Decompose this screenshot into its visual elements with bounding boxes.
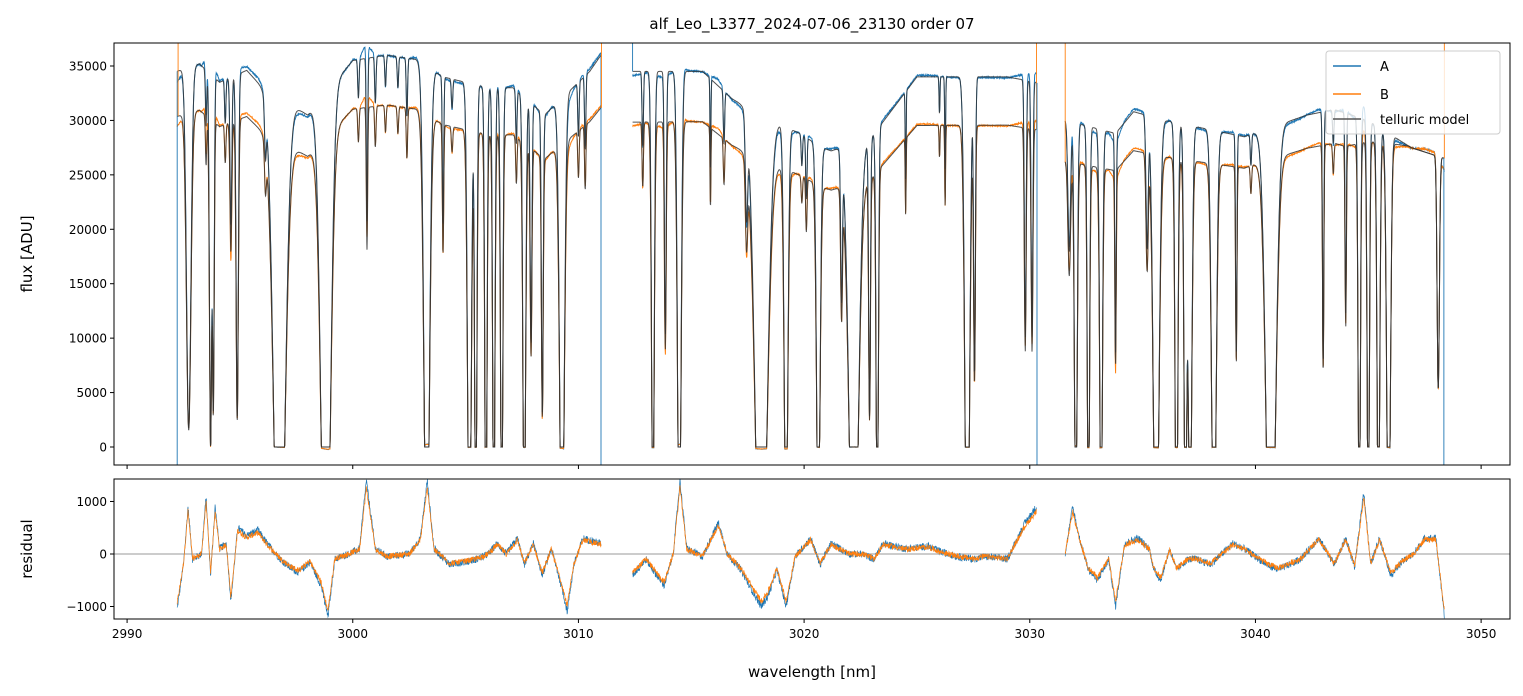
flux-y-tick-label: 0 bbox=[99, 441, 107, 455]
x-tick-label: 2990 bbox=[112, 627, 143, 641]
residual-b-line bbox=[176, 485, 1445, 611]
flux-axes-frame bbox=[113, 42, 1511, 466]
flux-y-tick-label: 35000 bbox=[69, 59, 107, 73]
residual-a-line bbox=[176, 479, 1445, 619]
residual-y-tick-label: 1000 bbox=[76, 495, 107, 509]
x-tick-label: 3030 bbox=[1014, 627, 1045, 641]
legend-label-b: B bbox=[1380, 88, 1389, 103]
flux-y-tick-label: 30000 bbox=[69, 114, 107, 128]
residual-axes: 2990 3000 3010 3020 3030 3040 3050 −1000 0 1000 bbox=[66, 495, 1496, 641]
flux-y-tick-label: 20000 bbox=[69, 223, 107, 237]
flux-y-tick-label: 5000 bbox=[76, 386, 107, 400]
x-tick-label: 3040 bbox=[1240, 627, 1271, 641]
flux-y-tick-label: 15000 bbox=[69, 277, 107, 291]
legend-label-model: telluric model bbox=[1380, 113, 1469, 128]
residual-y-tick-label: 0 bbox=[99, 547, 107, 561]
flux-y-label: flux [ADU] bbox=[18, 215, 36, 292]
x-axis-label: wavelength [nm] bbox=[748, 663, 876, 681]
legend: A B telluric model bbox=[1325, 50, 1501, 135]
flux-y-tick-label: 25000 bbox=[69, 168, 107, 182]
flux-panel-data bbox=[176, 43, 1445, 465]
x-tick-label: 3050 bbox=[1466, 627, 1497, 641]
telluric-model-b-line bbox=[177, 104, 1445, 448]
residual-y-label: residual bbox=[18, 519, 36, 578]
residual-y-tick-label: −1000 bbox=[66, 600, 107, 614]
residual-panel-data bbox=[114, 479, 1510, 619]
legend-frame bbox=[1325, 50, 1501, 135]
flux-y-tick-label: 10000 bbox=[69, 332, 107, 346]
x-tick-label: 3010 bbox=[563, 627, 594, 641]
flux-axes: 0 5000 10000 15000 20000 25000 30000 35000 bbox=[69, 59, 1482, 469]
legend-label-a: A bbox=[1380, 60, 1389, 75]
telluric-model-a-line bbox=[177, 54, 1445, 448]
x-tick-label: 3000 bbox=[337, 627, 368, 641]
chart-title: alf_Leo_L3377_2024-07-06_23130 order 07 bbox=[649, 15, 974, 34]
x-tick-label: 3020 bbox=[789, 627, 820, 641]
residual-axes-frame bbox=[113, 478, 1511, 620]
